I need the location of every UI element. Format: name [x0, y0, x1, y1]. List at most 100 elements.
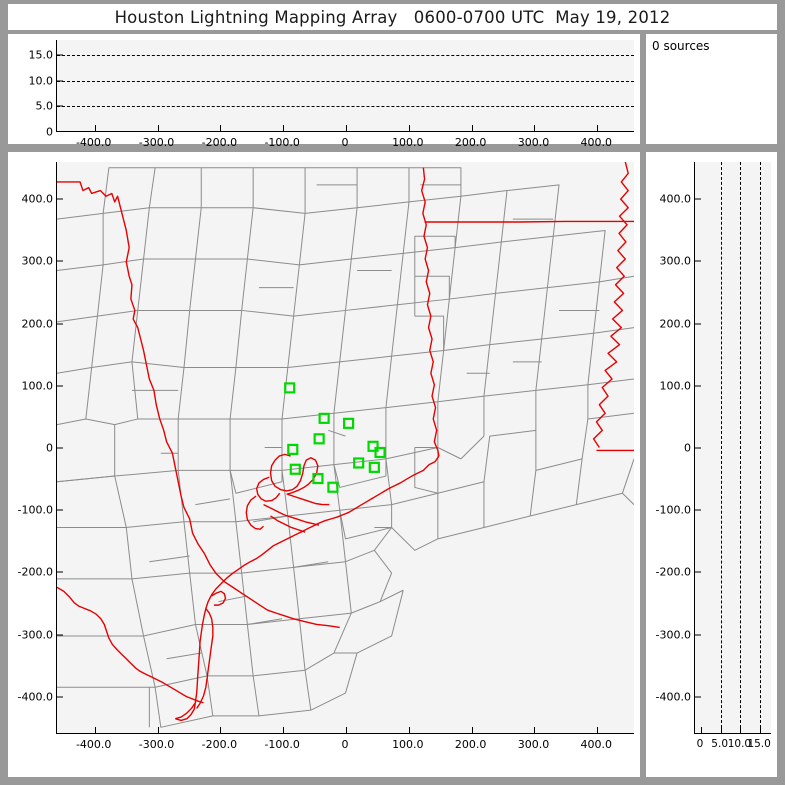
lma-station-marker[interactable]: [343, 417, 355, 429]
county-boundary: [357, 167, 410, 202]
y-tick-label: 200.0: [659, 317, 692, 331]
x-tick-mark: [597, 125, 599, 131]
county-boundary: [230, 367, 289, 420]
county-boundary: [345, 304, 398, 357]
county-boundary: [414, 315, 445, 351]
county-boundary: [437, 481, 485, 540]
county-boundary: [455, 241, 502, 294]
lma-station-marker[interactable]: [289, 463, 301, 475]
lma-station-marker[interactable]: [374, 446, 386, 459]
lma-station-marker[interactable]: [327, 481, 339, 493]
x-tick-mark: [94, 125, 96, 131]
lma-station-marker[interactable]: [313, 433, 325, 445]
state-boundary: [263, 503, 320, 526]
x-tick-mark: [471, 125, 473, 131]
county-boundary: [195, 498, 231, 506]
title-bar: Houston Lightning Mapping Array 0600-070…: [8, 4, 777, 30]
x-tick-label: 200.0: [454, 136, 487, 149]
map-plot-area[interactable]: [56, 162, 634, 734]
county-boundary: [328, 429, 346, 437]
county-boundary: [189, 521, 243, 574]
county-boundary: [258, 670, 312, 717]
county-boundary: [293, 510, 346, 568]
time-height-plot-area[interactable]: [56, 40, 634, 132]
y-tick-mark: [695, 571, 701, 573]
x-tick-label: -300.0: [138, 738, 175, 751]
county-boundary: [437, 435, 485, 460]
county-lines-layer: [57, 167, 634, 728]
county-boundary: [57, 264, 104, 272]
county-boundary: [114, 470, 185, 528]
county-boundary: [501, 235, 554, 288]
county-boundary: [622, 492, 634, 505]
lma-station-marker[interactable]: [287, 443, 299, 455]
county-boundary: [530, 458, 583, 517]
x-tick-label: 10.0: [727, 738, 752, 750]
lma-station-marker[interactable]: [284, 382, 296, 394]
x-tick-label: -100.0: [264, 738, 300, 751]
county-boundary: [414, 235, 456, 277]
county-boundary: [57, 315, 98, 323]
plan-view-map-panel[interactable]: -400.0 -300.0 -200.0 -100.0 0 100.0 200.0 300.0…: [8, 152, 640, 777]
x-tick-mark: [346, 727, 347, 733]
county-boundary: [310, 652, 358, 711]
county-boundary: [154, 675, 214, 728]
county-boundary: [305, 207, 358, 260]
state-boundary: [255, 476, 281, 502]
county-boundary: [96, 258, 145, 317]
gridline-horizontal: [57, 55, 634, 57]
county-boundary: [253, 167, 306, 214]
x-tick-mark: [220, 727, 222, 733]
lma-station-marker[interactable]: [312, 472, 324, 485]
county-boundary: [587, 378, 634, 386]
x-tick-label: 15.0: [747, 738, 771, 750]
county-boundary: [102, 167, 156, 214]
county-boundary: [149, 555, 190, 563]
county-boundary: [553, 229, 606, 282]
x-tick-label: 0: [696, 738, 704, 750]
y-tick-mark: [695, 509, 701, 511]
x-tick-label: 100.0: [392, 136, 424, 149]
x-tick-label: 400.0: [580, 136, 613, 149]
state-boundary: [57, 586, 204, 704]
x-tick-label: 0: [341, 136, 349, 149]
county-boundary: [304, 612, 352, 671]
time-height-panel[interactable]: 0 5.0 10.0 15.0 -400.0 -300.0 -200.0 -100.0 0 100…: [8, 34, 640, 149]
county-boundary: [235, 470, 289, 523]
y-tick-label: 100.0: [659, 379, 692, 393]
x-tick-label: 400.0: [580, 738, 613, 751]
x-tick-label: 0: [341, 738, 349, 751]
county-boundary: [178, 367, 237, 420]
county-boundary: [581, 412, 634, 459]
y-tick-mark: [57, 132, 63, 133]
county-boundary: [212, 675, 260, 717]
y-tick-mark: [57, 323, 63, 325]
county-boundary: [253, 618, 306, 677]
county-boundary: [183, 470, 237, 523]
x-tick-mark: [94, 727, 96, 733]
basemap-svg: [57, 162, 634, 728]
gridline-vertical: [720, 162, 722, 733]
county-boundary: [351, 550, 393, 614]
y-tick-label: 0: [46, 125, 53, 139]
y-tick-label: -200.0: [17, 565, 53, 579]
lma-station-marker[interactable]: [368, 461, 380, 473]
county-boundary: [241, 309, 295, 368]
x-tick-mark: [534, 727, 536, 733]
sources-count-panel: 0 sources: [646, 34, 777, 144]
y-tick-mark: [57, 198, 63, 200]
county-boundary: [576, 458, 634, 506]
height-vs-north-plot-area[interactable]: [694, 162, 771, 734]
y-tick-label: 300.0: [659, 254, 692, 268]
county-boundary: [535, 332, 595, 391]
y-tick-label: 15.0: [28, 48, 54, 62]
x-tick-label: 5.0: [711, 738, 729, 750]
county-boundary: [333, 355, 393, 414]
lma-station-marker[interactable]: [367, 440, 379, 452]
height-vs-north-panel[interactable]: -400.0 -300.0 -200.0 -100.0 0 100.0 200.0 300.0…: [646, 152, 777, 777]
lma-station-marker[interactable]: [353, 457, 365, 469]
x-tick-mark: [157, 727, 159, 733]
county-boundary: [345, 527, 393, 563]
lma-station-marker[interactable]: [318, 412, 330, 424]
y-tick-mark: [57, 571, 63, 573]
